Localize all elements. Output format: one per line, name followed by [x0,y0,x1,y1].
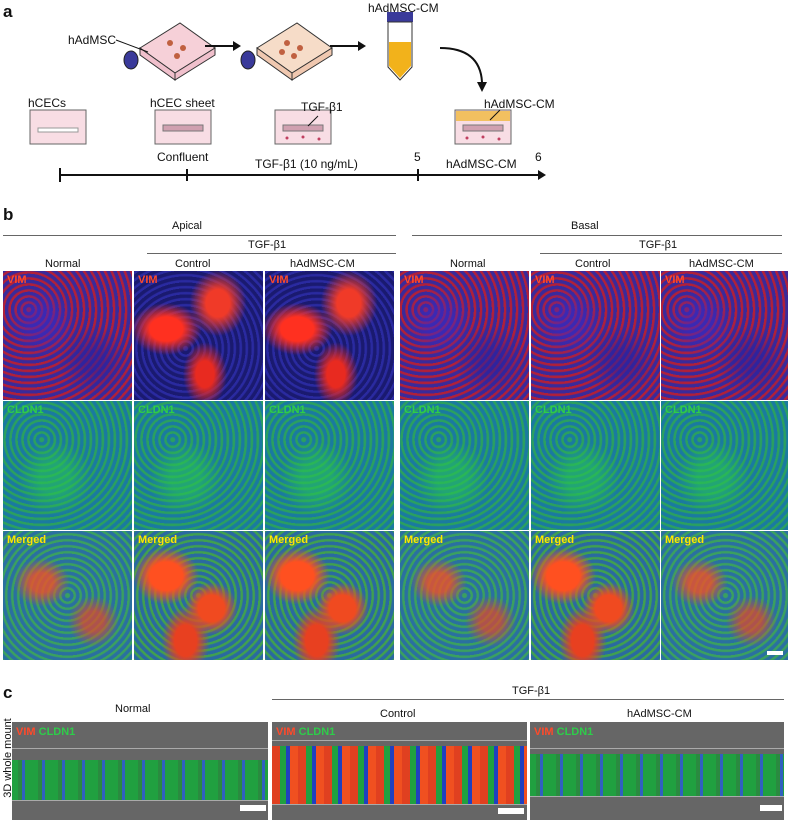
panel-a-label: a [3,2,13,21]
micrograph-cldn1-apical-cm: CLDN1 [265,401,394,530]
merged-label: Merged [535,534,575,546]
basal-divider [412,235,782,236]
micrograph-vim-basal-control: VIM [531,271,660,400]
cldn1-label: CLDN1 [404,404,441,416]
tgf-header: TGF-β1 [512,685,551,697]
stain-label: VIM CLDN1 [276,726,335,738]
3d-section-normal: VIM CLDN1 [12,722,268,820]
scale-bar [767,651,783,655]
micrograph-merged-apical-cm: Merged [265,531,394,660]
cldn1-label: CLDN1 [38,726,76,738]
well-icon [274,109,332,145]
col-header: Normal [450,258,486,270]
micrograph-merged-basal-normal: Merged [400,531,529,660]
cldn1-label: CLDN1 [556,726,594,738]
tgf-well-label: TGF-β1 [301,100,343,114]
micrograph-cldn1-apical-control: CLDN1 [134,401,263,530]
micrograph-cldn1-basal-control: CLDN1 [531,401,660,530]
col-header: Control [575,258,611,270]
vim-label: VIM [535,274,555,286]
scale-bar [240,805,266,811]
3d-section-hadmsc-cm: VIM CLDN1 [530,722,784,820]
day-5-label: 5 [414,150,421,164]
merged-label: Merged [404,534,444,546]
hadmsc-cm-well-label: hAdMSC-CM [484,97,555,111]
day-6-label: 6 [535,150,542,164]
normal-header: Normal [115,703,151,715]
vim-label: VIM [16,726,36,738]
col-header: Normal [45,258,81,270]
vim-label: VIM [269,274,289,286]
micrograph-merged-apical-control: Merged [134,531,263,660]
confluent-label: Confluent [157,150,209,164]
panel-a-schematic [29,12,546,182]
vim-label: VIM [404,274,424,286]
panel-b-label: b [3,205,14,224]
tgf-timeline-label: TGF-β1 (10 ng/mL) [255,157,358,171]
micrograph-vim-apical-normal: VIM [3,271,132,400]
control-header: Control [380,708,416,720]
merged-label: Merged [269,534,309,546]
stain-label: VIM CLDN1 [534,726,593,738]
cldn1-label: CLDN1 [665,404,702,416]
col-header: Control [175,258,211,270]
flask-icon [123,22,216,81]
vim-label: VIM [138,274,158,286]
micrograph-vim-basal-cm: VIM [661,271,788,400]
tube-icon [387,12,413,81]
hadmsc-cm-timeline-label: hAdMSC-CM [446,157,517,171]
tgf-divider [272,699,784,700]
scale-bar [760,805,782,811]
scale-bar [498,808,524,814]
vim-label: VIM [665,274,685,286]
well-icon [454,109,512,145]
hcecs-label: hCECs [28,96,67,110]
micrograph-cldn1-basal-normal: CLDN1 [400,401,529,530]
cldn1-label: CLDN1 [269,404,306,416]
basal-header: Basal [571,220,599,232]
col-header: hAdMSC-CM [290,258,355,270]
cldn1-label: CLDN1 [7,404,44,416]
flask-icon [240,22,333,81]
tgf-left-header: TGF-β1 [248,239,287,251]
vim-label: VIM [276,726,296,738]
tgf-right-header: TGF-β1 [639,239,678,251]
tgf-right-divider [540,253,782,254]
tgf-left-divider [147,253,396,254]
hadmsc-cm-header: hAdMSC-CM [627,708,692,720]
well-icon [29,109,87,145]
micrograph-vim-apical-control: VIM [134,271,263,400]
stain-label: VIM CLDN1 [16,726,75,738]
hadmsc-label: hAdMSC [68,33,117,47]
micrograph-merged-apical-normal: Merged [3,531,132,660]
micrograph-merged-basal-cm: Merged [661,531,788,660]
col-header: hAdMSC-CM [689,258,754,270]
cldn1-label: CLDN1 [298,726,336,738]
apical-header: Apical [172,220,202,232]
merged-label: Merged [138,534,178,546]
3d-section-control: VIM CLDN1 [272,722,527,820]
vim-label: VIM [534,726,554,738]
panel-c-label: c [3,683,13,702]
merged-label: Merged [665,534,705,546]
cldn1-label: CLDN1 [535,404,572,416]
hcec-sheet-label: hCEC sheet [150,96,215,110]
merged-label: Merged [7,534,47,546]
curved-arrow-icon [439,47,483,83]
apical-divider [3,235,396,236]
well-icon [154,109,212,145]
micrograph-merged-basal-control: Merged [531,531,660,660]
micrograph-vim-basal-normal: VIM [400,271,529,400]
micrograph-cldn1-apical-normal: CLDN1 [3,401,132,530]
hadmsc-cm-tube-label: hAdMSC-CM [368,1,439,15]
micrograph-vim-apical-cm: VIM [265,271,394,400]
vim-label: VIM [7,274,27,286]
micrograph-cldn1-basal-cm: CLDN1 [661,401,788,530]
cldn1-label: CLDN1 [138,404,175,416]
